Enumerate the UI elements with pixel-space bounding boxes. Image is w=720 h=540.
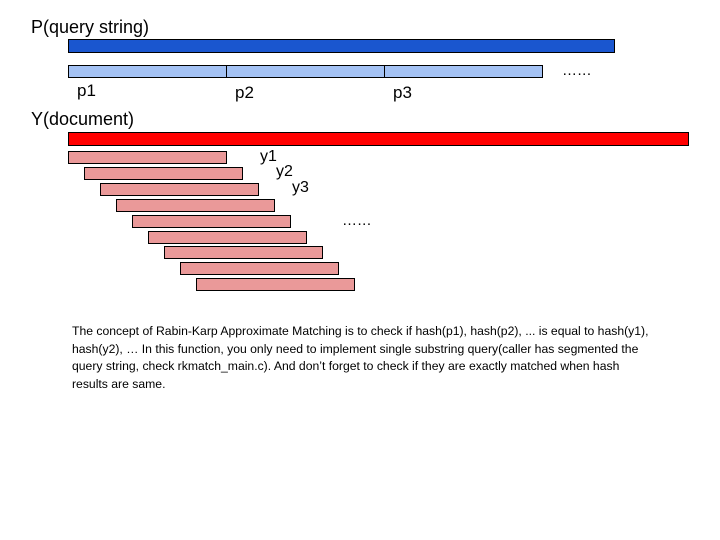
document-window-7 <box>164 246 323 260</box>
segment-label-p1: p1 <box>77 81 96 100</box>
window-label-y3: y3 <box>292 179 309 196</box>
document-window-5 <box>132 214 291 228</box>
document-window-4 <box>116 198 275 212</box>
document-window-3 <box>100 182 259 196</box>
segment-label-p3: p3 <box>393 83 412 102</box>
document-window-6 <box>148 230 307 244</box>
query-segment-p3 <box>384 65 543 78</box>
document-ellipsis: …... <box>342 212 372 229</box>
query-string-bar <box>68 39 615 53</box>
document-window-1 <box>68 151 227 164</box>
document-window-2 <box>84 166 243 180</box>
query-title: P(query string) <box>31 17 150 37</box>
document-bar <box>68 132 689 146</box>
window-label-y2: y2 <box>276 163 293 180</box>
segment-label-p2: p2 <box>235 83 254 102</box>
document-window-8 <box>180 262 339 276</box>
description-text: The concept of Rabin-Karp Approximate Ma… <box>72 324 649 391</box>
document-title: Y(document) <box>31 109 135 129</box>
query-segment-p1 <box>68 65 227 78</box>
query-segment-p2 <box>226 65 385 78</box>
document-window-9 <box>196 278 355 292</box>
query-ellipsis: …... <box>562 62 592 79</box>
window-label-y1: y1 <box>260 148 277 165</box>
